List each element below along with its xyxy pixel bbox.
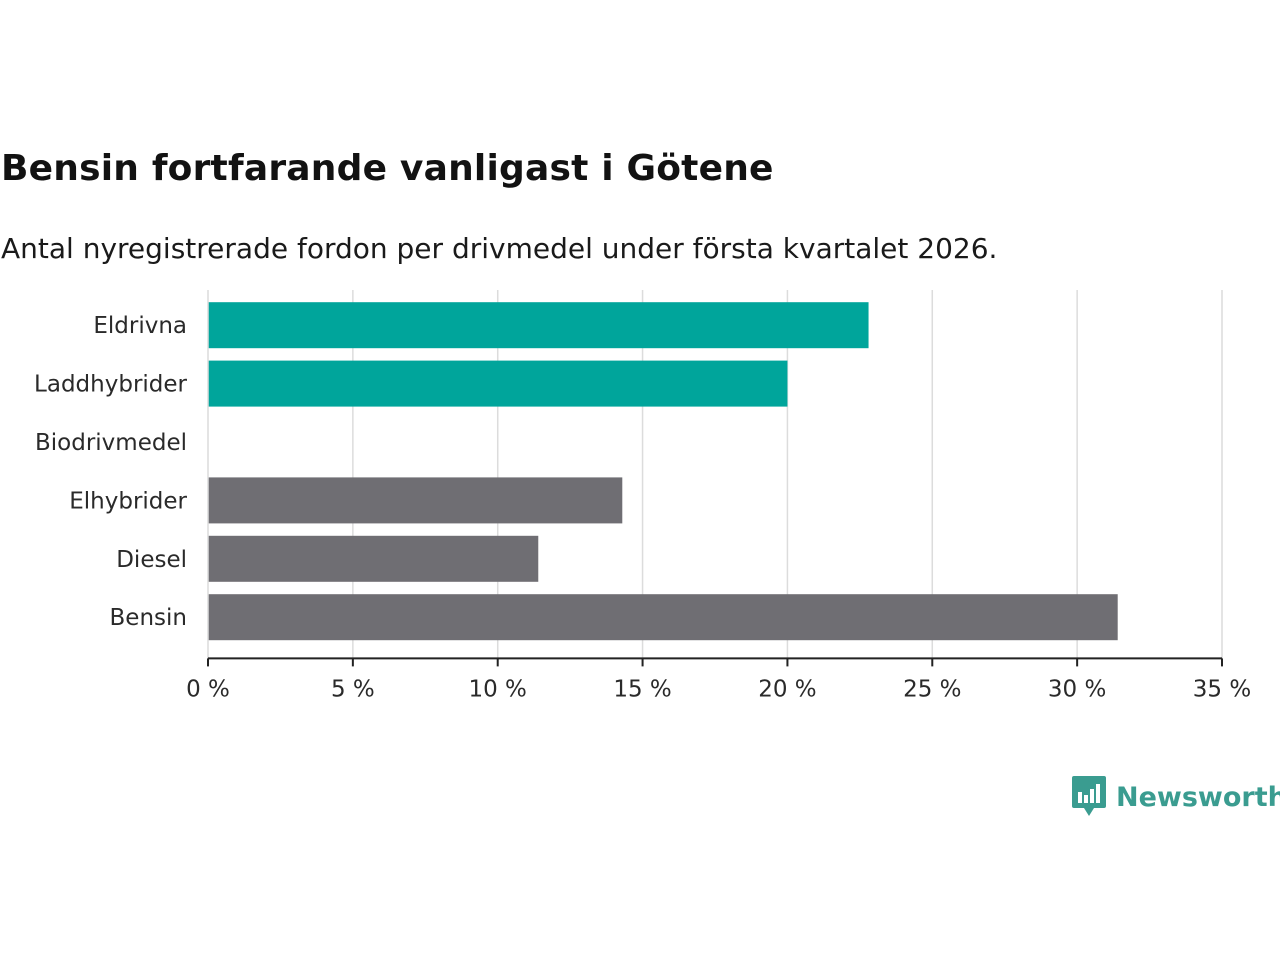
x-tick-label: 10 % (468, 676, 526, 702)
category-label: Laddhybrider (34, 372, 187, 398)
brand-name: Newsworthy (1116, 781, 1280, 813)
newsworthy-logo-icon (1072, 776, 1106, 816)
chart-title: Bensin fortfarande vanligast i Götene (1, 148, 774, 189)
bar-chart: Eldrivna Laddhybrider Biodrivmedel Elhybrid… (34, 290, 1251, 702)
x-tick-label: 5 % (331, 676, 375, 702)
bar (208, 302, 869, 349)
chart-subtitle: Antal nyregistrerade fordon per drivmede… (1, 232, 998, 265)
bar (208, 477, 623, 524)
category-label: Eldrivna (93, 313, 187, 339)
newsworthy-logo[interactable]: Newsworthy (1072, 776, 1280, 818)
category-label: Biodrivmedel (35, 430, 187, 456)
x-tick-label: 15 % (613, 676, 671, 702)
category-label: Elhybrider (69, 488, 187, 514)
x-tick-label: 25 % (903, 676, 961, 702)
bar (208, 360, 788, 407)
bar (208, 535, 539, 582)
x-tick-label: 30 % (1048, 676, 1106, 702)
x-tick-label: 0 % (186, 676, 230, 702)
category-label: Bensin (110, 605, 187, 631)
category-label: Diesel (116, 547, 187, 573)
x-tick-label: 35 % (1193, 676, 1251, 702)
bar (208, 594, 1118, 641)
x-tick-label: 20 % (758, 676, 816, 702)
